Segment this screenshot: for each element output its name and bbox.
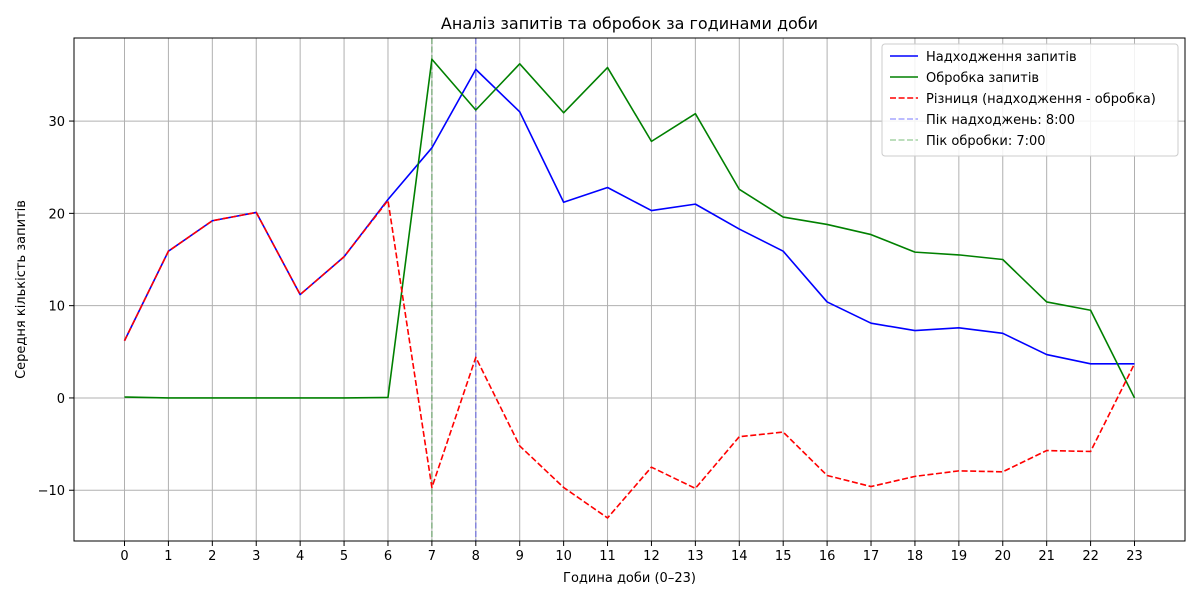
legend-entry: Пік надходжень: 8:00 bbox=[926, 113, 1075, 128]
x-axis-ticks: 0 1 2 3 4 5 6 7 8 9 10 11 12 13 14 15 16 17 18 19 20 21 22 23 bbox=[120, 541, 1143, 564]
x-tick-label: 7 bbox=[428, 549, 436, 564]
y-tick-label: 10 bbox=[48, 300, 65, 315]
x-tick-label: 5 bbox=[340, 549, 348, 564]
x-tick-label: 17 bbox=[863, 549, 880, 564]
chart-title: Аналіз запитів та обробок за годинами до… bbox=[441, 14, 818, 33]
x-tick-label: 10 bbox=[555, 549, 572, 564]
x-tick-label: 4 bbox=[296, 549, 304, 564]
x-tick-label: 15 bbox=[775, 549, 792, 564]
x-tick-label: 19 bbox=[951, 549, 968, 564]
x-tick-label: 8 bbox=[472, 549, 480, 564]
y-axis-label: Середня кількість запитів bbox=[14, 200, 29, 379]
x-tick-label: 0 bbox=[120, 549, 128, 564]
x-tick-label: 2 bbox=[208, 549, 216, 564]
series-line bbox=[123, 199, 1136, 519]
legend: Надходження запитів Обробка запитів Різниц… bbox=[881, 43, 1179, 157]
x-tick-label: 1 bbox=[164, 549, 172, 564]
y-tick-label: 30 bbox=[48, 115, 65, 130]
x-tick-label: 9 bbox=[516, 549, 524, 564]
peak-lines bbox=[431, 38, 477, 541]
y-tick-label: −10 bbox=[38, 484, 65, 499]
legend-box bbox=[881, 43, 1179, 157]
legend-entry: Пік обробки: 7:00 bbox=[926, 134, 1046, 149]
y-axis-ticks: −10 0 10 20 30 bbox=[38, 115, 74, 499]
x-tick-label: 6 bbox=[384, 549, 392, 564]
x-tick-label: 11 bbox=[599, 549, 616, 564]
x-tick-label: 23 bbox=[1126, 549, 1143, 564]
x-axis-label: Година доби (0–23) bbox=[563, 571, 696, 586]
legend-entry: Надходження запитів bbox=[926, 50, 1077, 65]
x-tick-label: 16 bbox=[819, 549, 836, 564]
plot-frame bbox=[73, 37, 1186, 542]
legend-entry: Різниця (надходження - обробка) bbox=[926, 92, 1156, 107]
x-tick-label: 20 bbox=[994, 549, 1011, 564]
x-tick-label: 3 bbox=[252, 549, 260, 564]
y-tick-label: 20 bbox=[48, 207, 65, 222]
series-lines bbox=[123, 58, 1136, 519]
x-tick-label: 22 bbox=[1082, 549, 1099, 564]
x-tick-label: 12 bbox=[643, 549, 660, 564]
x-tick-label: 18 bbox=[907, 549, 924, 564]
legend-entry: Обробка запитів bbox=[926, 71, 1039, 86]
y-tick-label: 0 bbox=[57, 392, 65, 407]
series-line bbox=[124, 58, 1136, 399]
x-tick-label: 14 bbox=[731, 549, 748, 564]
x-tick-label: 21 bbox=[1038, 549, 1055, 564]
x-tick-label: 13 bbox=[687, 549, 704, 564]
